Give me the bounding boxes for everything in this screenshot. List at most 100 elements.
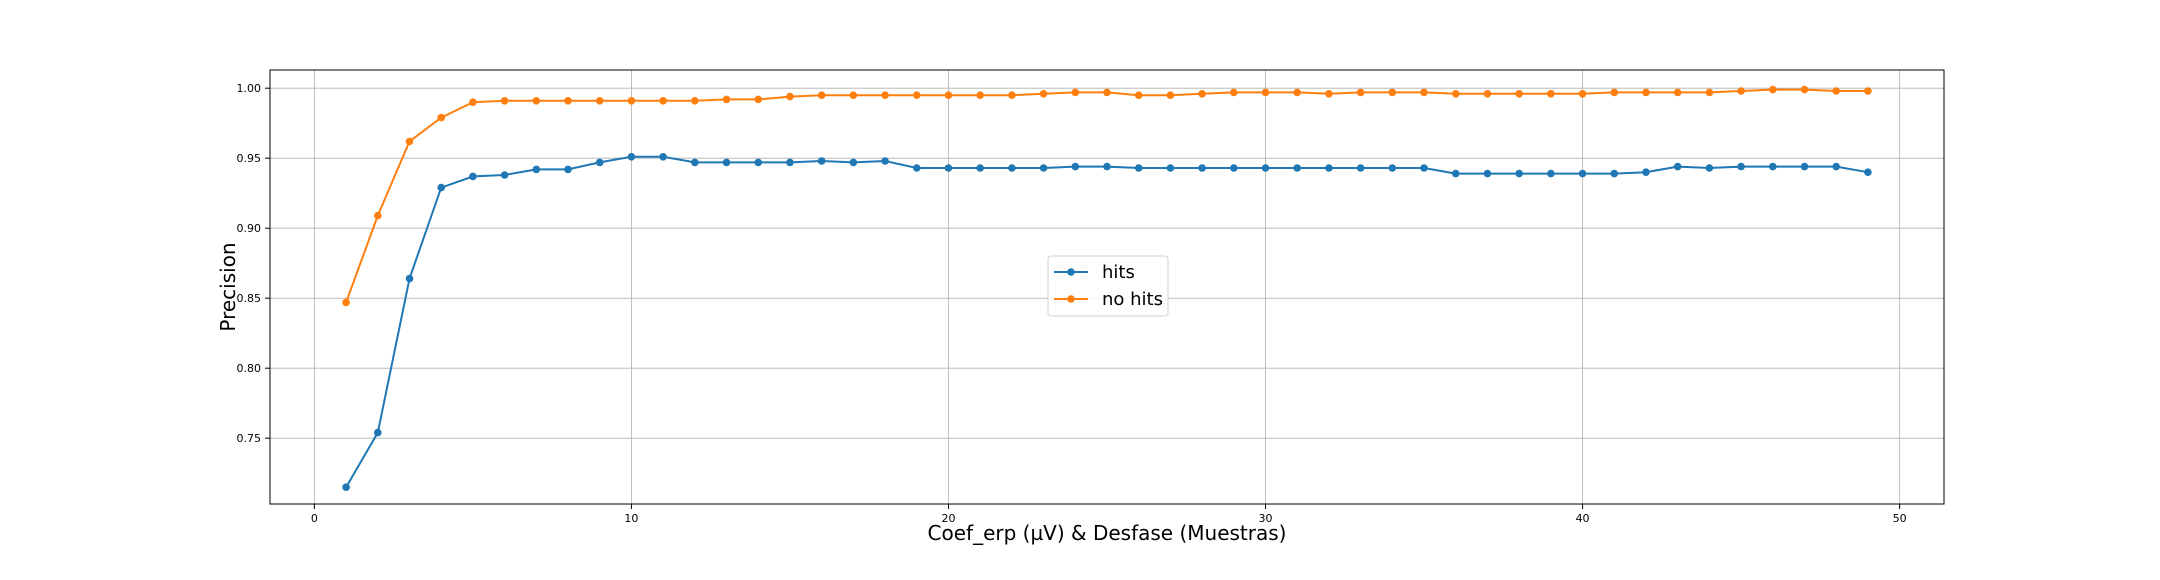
data-point [532,165,541,174]
data-point [1008,164,1016,172]
data-point [1103,162,1111,171]
data-point [1103,88,1111,97]
data-point [944,164,953,172]
data-point [405,274,414,283]
data-point [1388,88,1397,97]
data-point [1768,162,1777,171]
data-point [1134,164,1143,172]
data-point [1864,87,1872,95]
data-point [881,91,889,99]
data-point [1198,90,1206,98]
series-2 [342,85,1872,307]
x-axis-title: Coef_erp (µV) & Desfase (Muestras) [928,521,1287,545]
data-point [722,158,731,167]
plot-frame [269,69,1945,505]
data-point [1547,169,1555,178]
data-point [1578,90,1587,98]
data-point [1515,169,1523,178]
data-point [1008,91,1016,99]
data-point [627,97,636,105]
data-point [817,157,826,165]
y-tick-label: 1.00 [237,82,262,95]
data-point [849,158,858,167]
data-point [1325,164,1333,172]
legend-swatch-marker [1067,268,1075,276]
series-line [345,155,1869,488]
x-tick-label: 0 [311,512,318,525]
series-layer [342,85,1872,492]
data-point [912,164,921,172]
data-point [1800,162,1809,171]
data-point [532,97,541,105]
data-point [912,91,921,99]
data-point [691,97,699,105]
data-point [1483,169,1492,178]
series-1 [342,153,1872,492]
data-point [659,97,667,105]
data-point [1388,164,1397,172]
y-tick-label: 0.95 [237,152,262,165]
data-point [1134,91,1143,99]
data-point [1832,87,1841,95]
data-point [1483,90,1492,98]
data-point [1737,87,1745,95]
data-point [1578,169,1587,178]
data-point [1420,88,1428,97]
data-point [1768,85,1777,94]
data-point [1325,90,1333,98]
legend-label: hits [1102,262,1135,283]
data-point [500,97,509,105]
data-point [1166,164,1175,172]
data-point [659,153,667,161]
data-point [373,211,382,220]
data-point [437,113,446,122]
data-point [1610,169,1619,178]
data-point [754,158,763,167]
data-point [342,483,350,492]
data-point [754,95,763,104]
data-point [1230,164,1238,172]
data-point [1356,164,1365,172]
data-point [1039,90,1048,98]
ticks: 0 10 20 30 40 50 0.75 0.80 0.85 0.90 0.95 1.00 [237,82,1907,525]
legend: hits no hits [1047,255,1169,317]
data-point [405,137,414,146]
data-point [1451,169,1460,178]
data-point [1705,164,1714,172]
data-point [1071,162,1080,171]
x-tick-label: 10 [624,512,638,525]
data-point [564,97,572,105]
data-point [1737,162,1745,171]
data-point [1800,85,1809,94]
data-point [1261,88,1270,97]
data-point [1832,162,1841,171]
data-point [944,91,953,99]
data-point [595,97,604,105]
data-point [1547,90,1555,98]
legend-label: no hits [1102,289,1163,310]
data-point [1356,88,1365,97]
y-tick-label: 0.90 [237,222,262,235]
y-tick-label: 0.75 [237,432,262,445]
data-point [881,157,889,165]
data-point [1610,88,1619,97]
data-point [1642,168,1650,176]
data-point [1166,91,1175,99]
data-point [1515,90,1523,98]
data-point [1673,162,1682,171]
data-point [1705,88,1714,97]
data-point [1864,168,1872,176]
data-point [595,158,604,167]
legend-swatch-marker [1067,295,1075,303]
x-tick-label: 40 [1576,512,1590,525]
data-point [500,171,509,179]
data-point [1673,88,1682,97]
y-tick-label: 0.80 [237,362,262,375]
data-point [976,91,984,99]
data-point [1261,164,1270,172]
data-point [1420,164,1428,172]
data-point [1198,164,1206,172]
y-axis-title: Precision [216,242,240,331]
